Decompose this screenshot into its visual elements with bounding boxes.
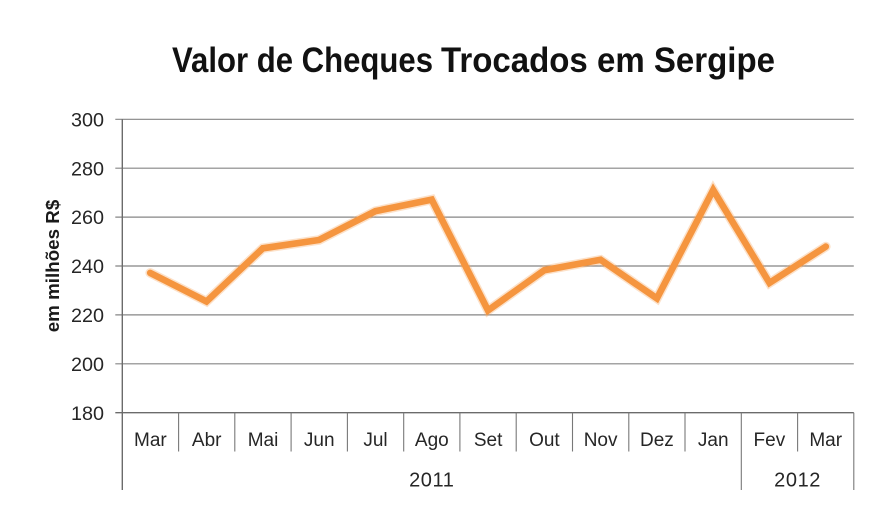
svg-text:Set: Set <box>474 430 503 451</box>
svg-text:Jun: Jun <box>304 430 335 451</box>
svg-text:em milhões R$: em milhões R$ <box>42 199 63 332</box>
svg-text:Dez: Dez <box>640 430 674 451</box>
svg-text:200: 200 <box>71 354 104 376</box>
svg-text:2011: 2011 <box>409 470 454 492</box>
svg-text:Nov: Nov <box>584 430 618 451</box>
svg-text:280: 280 <box>71 158 104 180</box>
svg-text:Ago: Ago <box>415 430 449 451</box>
svg-text:Fev: Fev <box>754 430 786 451</box>
svg-text:300: 300 <box>71 109 104 131</box>
svg-text:Mar: Mar <box>134 430 167 451</box>
svg-text:Valor de Cheques: Valor de Cheques <box>172 41 433 80</box>
svg-text:260: 260 <box>71 207 104 229</box>
svg-text:Mar: Mar <box>809 430 842 451</box>
svg-text:Trocados em Sergipe: Trocados em Sergipe <box>441 41 775 80</box>
svg-text:2012: 2012 <box>774 470 821 492</box>
svg-text:220: 220 <box>71 305 104 327</box>
svg-text:Out: Out <box>529 430 560 451</box>
svg-text:Jul: Jul <box>363 430 387 451</box>
svg-text:240: 240 <box>71 256 104 278</box>
svg-text:Abr: Abr <box>192 430 222 451</box>
svg-text:180: 180 <box>71 403 104 425</box>
svg-text:Mai: Mai <box>248 430 279 451</box>
svg-text:Jan: Jan <box>698 430 729 451</box>
